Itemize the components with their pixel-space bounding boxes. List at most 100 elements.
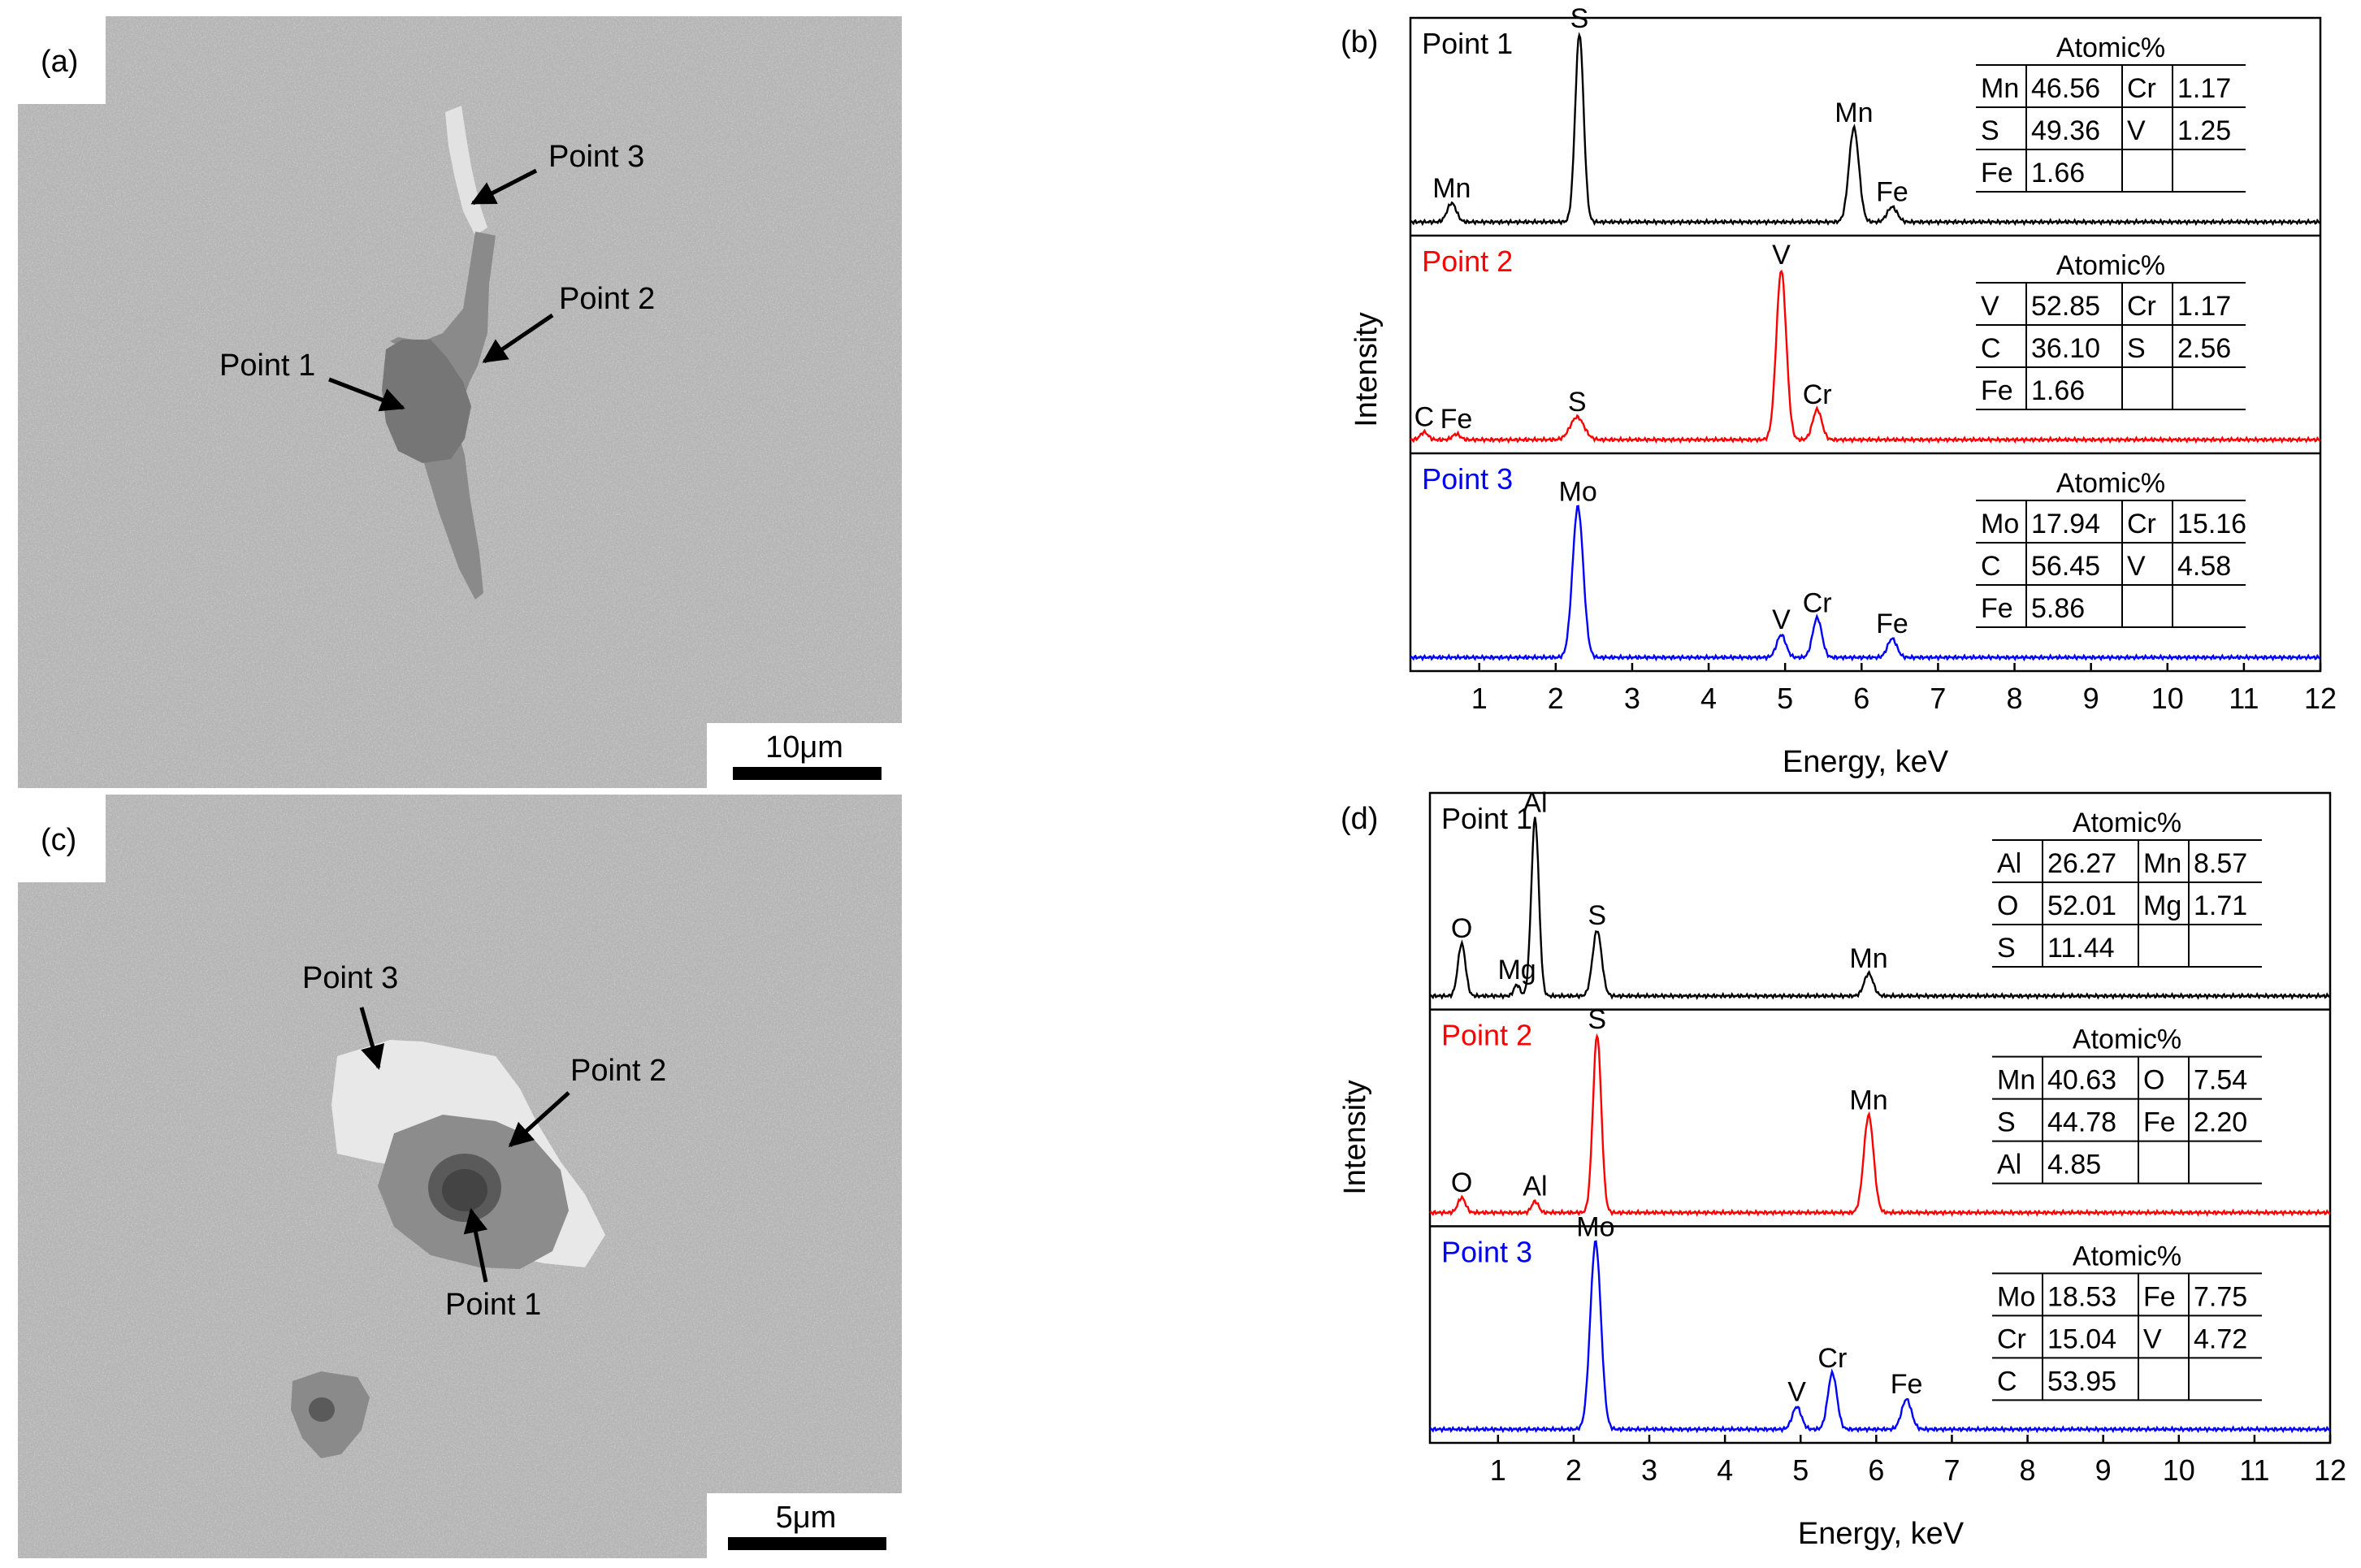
table-cell: 36.10 <box>2031 333 2100 364</box>
table-cell: 7.54 <box>2194 1065 2247 1096</box>
series-name: Point 3 <box>1441 1235 1532 1268</box>
table-cell: Mo <box>1981 509 2019 539</box>
peak-label: Cr <box>1803 379 1832 410</box>
peak-label: Mn <box>1432 173 1471 204</box>
peak-label: S <box>1568 387 1587 418</box>
point3-arrow-a <box>470 168 538 206</box>
point2-label-c: Point 2 <box>570 1054 666 1088</box>
peak-label: V <box>1772 240 1791 271</box>
x-tick-label: 5 <box>1777 682 1793 715</box>
x-tick-label: 11 <box>2239 1453 2269 1487</box>
table-cell: Mn <box>1997 1065 2035 1096</box>
table-cell: Al <box>1997 1150 2021 1180</box>
point1-arrow-a <box>328 377 405 412</box>
table-cell: Al <box>1997 848 2021 879</box>
table-cell: Cr <box>2127 291 2156 322</box>
series-name: Point 1 <box>1441 802 1532 835</box>
table-cell: 56.45 <box>2031 551 2100 582</box>
peak-label: Al <box>1523 1171 1547 1202</box>
x-tick-label: 7 <box>1930 682 1946 715</box>
x-tick-label: 12 <box>2304 682 2337 715</box>
peak-label: V <box>1772 604 1791 635</box>
point1-label-c: Point 1 <box>445 1288 541 1322</box>
table-cell: 15.16 <box>2177 509 2246 539</box>
table-cell: O <box>2143 1065 2164 1096</box>
table-cell: 2.20 <box>2194 1107 2247 1138</box>
table-cell: 4.58 <box>2177 551 2231 582</box>
peak-label: Mg <box>1497 955 1536 985</box>
peak-label: O <box>1451 1167 1472 1198</box>
table-cell: 11.44 <box>2047 933 2115 964</box>
spectrum-line <box>1410 32 2321 227</box>
panel-d-label: (d) <box>1341 802 1378 836</box>
peak-label: Mo <box>1559 476 1597 507</box>
table-title: Atomic% <box>2056 32 2165 63</box>
panel-d-ylabel: Intensity <box>1338 1080 1372 1195</box>
plot-frame <box>1409 16 2322 673</box>
table-cell: C <box>1981 333 2001 364</box>
table-cell: Mn <box>2143 848 2181 879</box>
peak-label: Fe <box>1876 176 1908 207</box>
x-tick-label: 12 <box>2314 1453 2346 1487</box>
table-cell: C <box>1981 551 2001 582</box>
x-tick-label: 1 <box>1471 682 1488 715</box>
point1-arrow-c <box>463 1208 488 1283</box>
table-title: Atomic% <box>2073 808 2181 838</box>
peak-label: Fe <box>1876 609 1908 639</box>
panel-d-plot: O Mg Al S Mn Point 1 Atomic% Al 26.27 Mn 8.57 O 52.0… <box>1428 788 2346 1487</box>
x-tick-label: 9 <box>2095 1453 2112 1487</box>
table-cell: Fe <box>1981 593 2013 624</box>
point3-label-c: Point 3 <box>302 961 398 995</box>
point2-arrow-a <box>482 313 554 364</box>
panel-b-xlabel: Energy, keV <box>1783 745 1949 779</box>
table-cell: Mg <box>2143 890 2181 921</box>
table-cell: 52.85 <box>2031 291 2100 322</box>
scale-bar-a <box>733 767 882 780</box>
panel-b-label: (b) <box>1341 25 1378 59</box>
spectrum-line <box>1429 816 2331 1001</box>
inclusion-a-point1-region <box>382 340 471 463</box>
panel-b-ylabel: Intensity <box>1349 312 1384 427</box>
x-tick-label: 10 <box>2163 1453 2195 1487</box>
x-tick-label: 10 <box>2151 682 2184 715</box>
panel-a-label: (a) <box>41 45 78 79</box>
table-cell: S <box>2127 333 2146 364</box>
panel-b-plot: Mn S Mn Fe Point 1 Atomic% Mn 46.56 Cr 1.17 S 49.36… <box>1409 3 2337 715</box>
peak-label: S <box>1570 3 1589 34</box>
table-cell: Cr <box>1997 1323 2026 1354</box>
peak-label: O <box>1451 913 1472 944</box>
peak-label: Al <box>1523 788 1547 819</box>
point3-arrow-c <box>359 1007 385 1070</box>
table-cell: 52.01 <box>2047 890 2116 921</box>
table-cell: V <box>1981 291 1999 322</box>
series-name: Point 2 <box>1422 245 1513 278</box>
x-tick-label: 6 <box>1853 682 1869 715</box>
x-tick-label: 11 <box>2229 682 2259 715</box>
x-tick-label: 1 <box>1490 1453 1506 1487</box>
table-cell: 53.95 <box>2047 1366 2116 1397</box>
table-cell: 5.86 <box>2031 593 2085 624</box>
table-cell: S <box>1997 933 2016 964</box>
x-tick-label: 9 <box>2083 682 2099 715</box>
table-title: Atomic% <box>2056 250 2165 281</box>
table-cell: Mo <box>1997 1281 2035 1312</box>
table-cell: 2.56 <box>2177 333 2231 364</box>
panel-d-xlabel: Energy, keV <box>1798 1517 1965 1551</box>
table-cell: S <box>1981 115 1999 146</box>
table-cell: 46.56 <box>2031 73 2100 104</box>
x-tick-label: 3 <box>1624 682 1640 715</box>
series-name: Point 1 <box>1422 27 1513 60</box>
table-cell: 7.75 <box>2194 1281 2247 1312</box>
panel-c-label-box <box>18 795 106 882</box>
peak-label: Cr <box>1817 1343 1847 1374</box>
x-tick-label: 7 <box>1943 1453 1960 1487</box>
table-cell: V <box>2127 551 2146 582</box>
inclusion-c-point1-inner <box>442 1169 487 1211</box>
table-cell: V <box>2127 115 2146 146</box>
point3-label-a: Point 3 <box>548 140 644 174</box>
series-name: Point 3 <box>1422 462 1513 496</box>
peak-label: Mn <box>1849 943 1887 974</box>
peak-label: Mo <box>1576 1211 1614 1242</box>
table-cell: Cr <box>2127 509 2156 539</box>
